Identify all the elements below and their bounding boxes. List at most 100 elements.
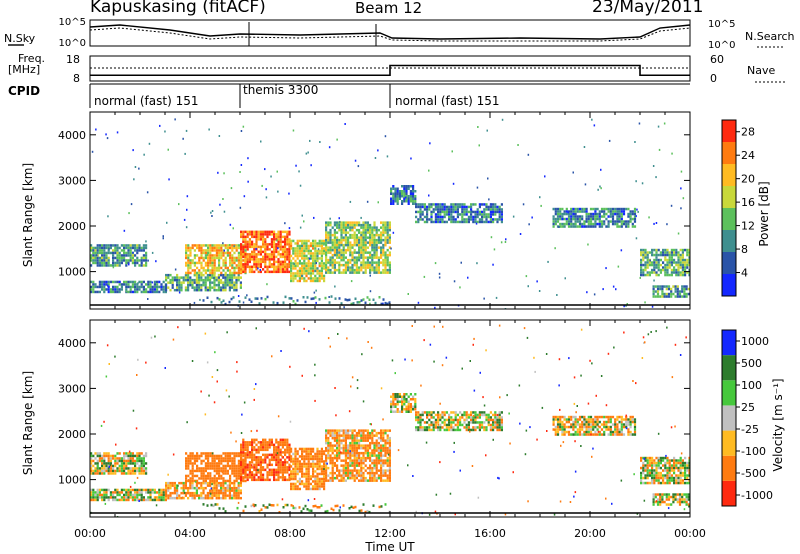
data-cell bbox=[90, 493, 93, 497]
data-cell bbox=[142, 285, 145, 289]
data-cell bbox=[492, 220, 495, 224]
data-cell bbox=[281, 451, 284, 454]
data-cell bbox=[396, 410, 399, 413]
data-cell bbox=[662, 268, 665, 272]
data-cell bbox=[355, 266, 358, 269]
data-cell bbox=[118, 290, 121, 294]
data-cell bbox=[303, 262, 306, 265]
data-cell bbox=[525, 275, 528, 278]
data-cell bbox=[362, 271, 365, 274]
data-cell bbox=[198, 496, 201, 500]
data-cell bbox=[273, 240, 276, 244]
data-cell bbox=[652, 295, 655, 298]
data-cell bbox=[536, 280, 538, 283]
data-cell bbox=[204, 288, 207, 292]
data-cell bbox=[242, 468, 245, 472]
data-cell bbox=[231, 496, 234, 500]
data-cell bbox=[428, 203, 431, 206]
data-cell bbox=[666, 223, 668, 226]
data-cell bbox=[270, 243, 273, 246]
data-cell bbox=[419, 203, 422, 206]
data-cell bbox=[199, 298, 201, 301]
data-cell bbox=[330, 295, 333, 298]
data-cell bbox=[369, 476, 372, 480]
data-cell bbox=[358, 456, 361, 460]
data-cell bbox=[273, 243, 276, 246]
data-cell bbox=[176, 486, 179, 490]
data-cell bbox=[167, 276, 170, 279]
data-cell bbox=[309, 279, 312, 283]
data-cell bbox=[405, 200, 408, 203]
data-cell bbox=[292, 460, 295, 463]
data-cell bbox=[242, 479, 245, 483]
data-cell bbox=[681, 253, 684, 257]
data-cell bbox=[301, 244, 304, 248]
data-cell bbox=[224, 281, 227, 284]
data-cell bbox=[614, 220, 617, 223]
data-cell bbox=[294, 277, 297, 280]
data-cell bbox=[209, 472, 212, 475]
data-cell bbox=[237, 474, 240, 478]
data-cell bbox=[279, 471, 282, 474]
data-cell bbox=[235, 469, 238, 473]
data-cell bbox=[309, 242, 312, 245]
data-cell bbox=[125, 246, 128, 250]
data-cell bbox=[101, 288, 104, 291]
data-cell bbox=[292, 264, 295, 268]
data-cell bbox=[235, 477, 238, 480]
data-cell bbox=[307, 457, 310, 461]
data-cell bbox=[259, 441, 262, 444]
data-cell bbox=[294, 452, 297, 456]
data-cell bbox=[329, 263, 332, 267]
data-cell bbox=[275, 260, 278, 264]
data-cell bbox=[313, 216, 315, 219]
data-cell bbox=[622, 222, 626, 226]
data-cell bbox=[279, 240, 282, 244]
data-cell bbox=[342, 228, 345, 232]
data-cell bbox=[336, 236, 339, 239]
data-cell bbox=[275, 458, 278, 462]
data-cell bbox=[329, 459, 332, 462]
data-cell bbox=[417, 416, 420, 419]
data-cell bbox=[145, 283, 148, 286]
data-cell bbox=[98, 452, 101, 455]
data-cell bbox=[202, 244, 205, 247]
data-cell bbox=[338, 251, 341, 254]
data-cell bbox=[127, 290, 130, 294]
data-cell bbox=[264, 270, 267, 274]
data-cell bbox=[125, 259, 128, 262]
data-cell bbox=[90, 462, 93, 465]
data-cell bbox=[140, 467, 143, 470]
data-cell bbox=[338, 243, 341, 247]
data-cell bbox=[358, 429, 361, 432]
data-cell bbox=[388, 301, 391, 304]
data-cell bbox=[659, 253, 662, 257]
data-cell bbox=[489, 213, 492, 216]
data-cell bbox=[333, 476, 336, 480]
data-cell bbox=[279, 248, 282, 251]
data-cell bbox=[305, 270, 307, 272]
noise-tick-right-high: 10^5 bbox=[708, 19, 735, 30]
data-cell bbox=[145, 288, 148, 291]
data-cell bbox=[593, 124, 596, 127]
data-cell bbox=[355, 446, 358, 450]
data-cell bbox=[171, 286, 174, 289]
data-cell bbox=[140, 462, 143, 465]
data-cell bbox=[116, 288, 119, 291]
data-cell bbox=[105, 462, 108, 465]
data-cell bbox=[380, 261, 383, 264]
data-cell bbox=[259, 446, 262, 449]
data-cell bbox=[266, 233, 269, 236]
data-cell bbox=[138, 467, 141, 470]
data-cell bbox=[670, 292, 673, 296]
data-cell bbox=[237, 452, 240, 455]
data-cell bbox=[371, 253, 374, 257]
data-cell bbox=[204, 457, 207, 460]
data-cell bbox=[140, 290, 143, 294]
data-cell bbox=[401, 202, 404, 205]
data-cell bbox=[336, 251, 339, 254]
data-cell bbox=[151, 488, 154, 492]
data-cell bbox=[96, 285, 99, 289]
data-cell bbox=[92, 288, 95, 291]
data-cell bbox=[349, 464, 352, 467]
